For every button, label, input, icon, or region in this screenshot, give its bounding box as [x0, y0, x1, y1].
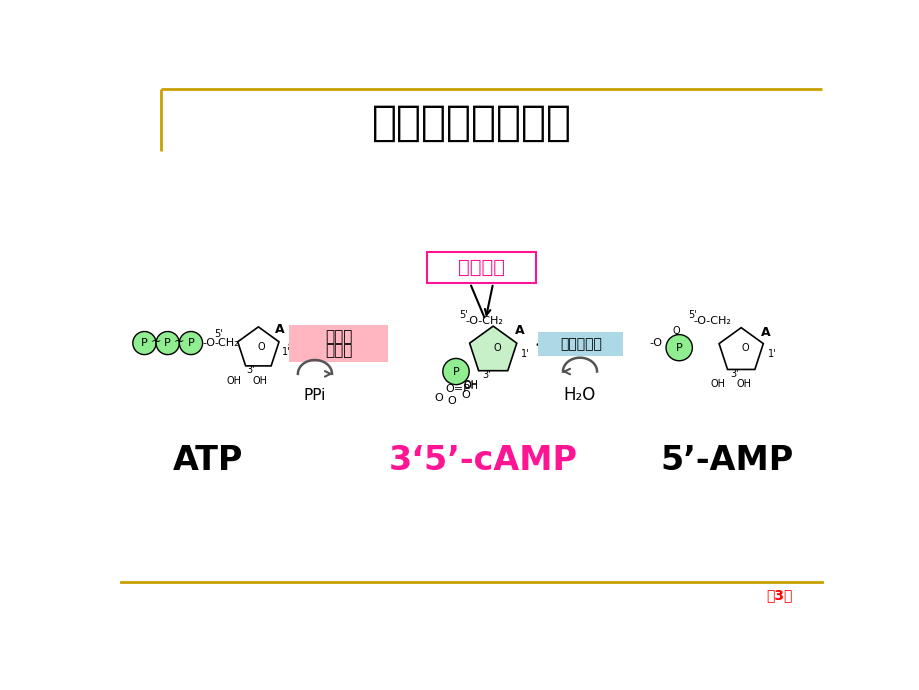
Text: P: P — [187, 338, 194, 348]
Text: ~: ~ — [174, 335, 185, 348]
Circle shape — [179, 331, 202, 355]
Text: P: P — [452, 366, 459, 377]
Text: 5': 5' — [459, 310, 468, 320]
Text: 3': 3' — [730, 369, 739, 379]
Text: 5’-AMP: 5’-AMP — [660, 444, 793, 477]
Text: 1': 1' — [766, 349, 776, 359]
Text: OH: OH — [252, 376, 267, 386]
Circle shape — [442, 359, 469, 384]
Text: O: O — [493, 344, 500, 353]
Text: A: A — [760, 326, 770, 339]
Text: 脂肪动员激素调整: 脂肪动员激素调整 — [371, 102, 571, 144]
Polygon shape — [469, 326, 516, 371]
Text: A: A — [514, 324, 524, 337]
Text: P: P — [675, 343, 682, 353]
Text: -O: -O — [649, 338, 662, 348]
Text: P: P — [141, 338, 148, 348]
Text: OH: OH — [463, 380, 479, 390]
Text: O: O — [741, 344, 748, 353]
Text: 腺苷酸: 腺苷酸 — [325, 329, 352, 344]
Text: O: O — [672, 326, 679, 336]
Text: ~: ~ — [151, 335, 161, 348]
Text: O: O — [434, 393, 443, 403]
Text: OH: OH — [463, 381, 479, 391]
Text: 1': 1' — [281, 346, 289, 357]
Text: 5': 5' — [687, 310, 696, 320]
Text: ATP: ATP — [173, 444, 243, 477]
Text: -O-CH₂: -O-CH₂ — [465, 317, 503, 326]
Circle shape — [665, 335, 692, 361]
Text: A: A — [275, 324, 285, 337]
Text: OH: OH — [736, 379, 751, 389]
Text: 第3页: 第3页 — [766, 589, 792, 602]
FancyBboxPatch shape — [289, 326, 388, 362]
FancyBboxPatch shape — [426, 253, 535, 283]
Text: O: O — [257, 342, 265, 352]
Text: 3': 3' — [246, 365, 255, 375]
Text: O: O — [460, 390, 470, 400]
Text: O: O — [447, 396, 455, 406]
Text: 第二信使: 第二信使 — [458, 258, 505, 277]
Text: -O: -O — [202, 338, 215, 348]
Text: PPi: PPi — [303, 388, 325, 403]
Text: OH: OH — [709, 379, 725, 389]
Text: 环化酶: 环化酶 — [325, 343, 352, 358]
Text: -CH₂: -CH₂ — [214, 338, 239, 348]
Text: 磷酸二酯酶: 磷酸二酯酶 — [560, 337, 601, 352]
Polygon shape — [237, 327, 278, 366]
Text: 3‘5’-cAMP: 3‘5’-cAMP — [388, 444, 577, 477]
Text: -O-CH₂: -O-CH₂ — [692, 317, 731, 326]
Text: P: P — [165, 338, 171, 348]
Polygon shape — [719, 328, 763, 369]
Text: O=P: O=P — [445, 384, 470, 394]
FancyBboxPatch shape — [538, 331, 623, 356]
Text: 5': 5' — [213, 329, 222, 339]
Text: 1': 1' — [520, 349, 529, 359]
Circle shape — [156, 331, 179, 355]
Circle shape — [132, 331, 156, 355]
Text: OH: OH — [226, 376, 241, 386]
Text: H₂O: H₂O — [563, 386, 596, 404]
Text: 3': 3' — [482, 371, 491, 380]
